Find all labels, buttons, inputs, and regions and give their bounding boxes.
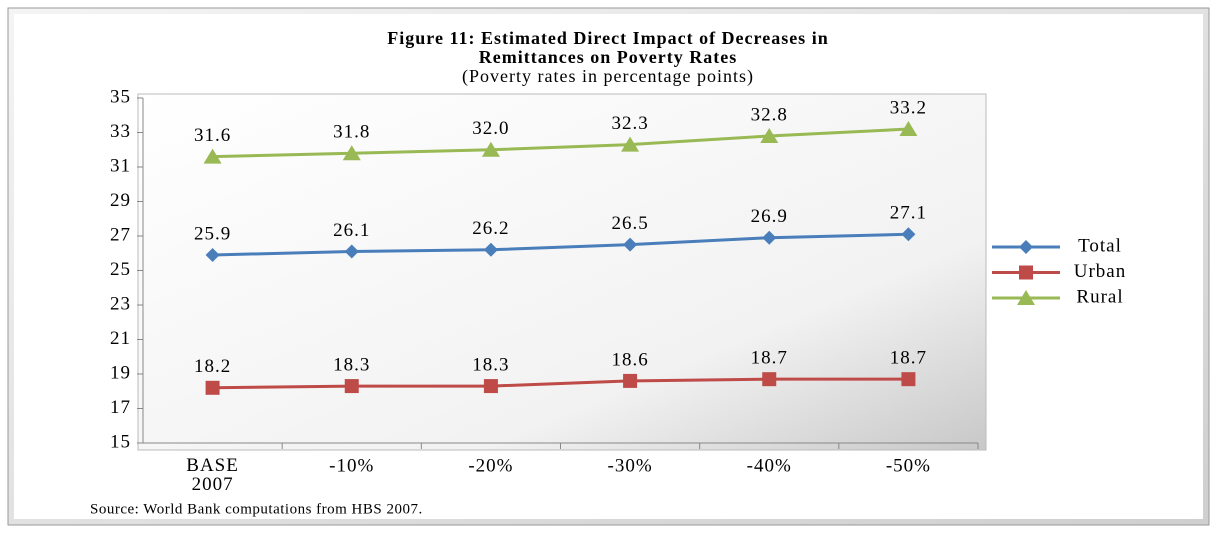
series-line: [212, 127, 909, 159]
data-point: [344, 379, 359, 394]
data-point: [762, 372, 777, 387]
data-point: [483, 242, 498, 257]
x-tick-label: -30%: [608, 455, 653, 476]
chart-title: Remittances on Poverty Rates: [479, 47, 737, 67]
data-label: 32.8: [751, 104, 788, 125]
legend-label: Urban: [1074, 261, 1126, 282]
data-point: [342, 145, 361, 161]
data-point: [762, 230, 777, 245]
data-label: 18.3: [472, 354, 509, 375]
data-point: [901, 372, 916, 387]
data-label: 32.0: [472, 118, 509, 139]
data-point: [481, 141, 500, 157]
data-label: 32.3: [611, 113, 648, 134]
data-point: [483, 379, 498, 394]
data-label: 18.6: [611, 349, 648, 370]
series-line: [212, 377, 909, 390]
data-point: [899, 121, 918, 137]
data-label: 26.2: [472, 218, 509, 239]
data-point: [621, 136, 640, 152]
y-tick-label: 15: [110, 431, 131, 452]
data-label: 31.8: [333, 122, 370, 143]
legend-label: Total: [1078, 235, 1122, 256]
y-tick-label: 25: [110, 259, 131, 280]
y-tick-label: 17: [110, 397, 131, 418]
data-label: 27.1: [890, 203, 927, 224]
data-label: 26.1: [333, 220, 370, 241]
chart-title: Figure 11: Estimated Direct Impact of De…: [387, 28, 828, 48]
data-label: 26.9: [751, 206, 788, 227]
data-point: [344, 244, 359, 259]
legend-label: Rural: [1076, 286, 1123, 307]
x-tick-label: -20%: [468, 455, 513, 476]
y-tick-label: 23: [110, 293, 131, 314]
series-line: [212, 232, 909, 257]
source-note: Source: World Bank computations from HBS…: [90, 501, 423, 517]
y-tick-label: 21: [110, 328, 131, 349]
plot-area: [137, 93, 987, 451]
data-point: [203, 148, 222, 164]
x-tick-label: -10%: [329, 455, 374, 476]
data-point: [623, 373, 638, 388]
x-tick-label: -40%: [747, 455, 792, 476]
data-point: [760, 127, 779, 143]
legend-marker: [1017, 290, 1035, 305]
data-label: 18.7: [890, 348, 927, 369]
legend-marker: [1019, 240, 1033, 254]
chart-subtitle: (Poverty rates in percentage points): [462, 66, 754, 87]
data-label: 18.2: [194, 356, 231, 377]
data-label: 31.6: [194, 125, 231, 146]
data-point: [623, 237, 638, 252]
data-point: [205, 247, 220, 262]
y-tick-label: 35: [110, 86, 131, 107]
data-label: 18.3: [333, 354, 370, 375]
y-tick-label: 29: [110, 190, 131, 211]
data-point: [901, 227, 916, 242]
data-label: 33.2: [890, 97, 927, 118]
y-tick-label: 33: [110, 121, 131, 142]
y-tick-label: 31: [110, 155, 131, 176]
data-label: 25.9: [194, 223, 231, 244]
y-tick-label: 27: [110, 224, 131, 245]
data-point: [205, 380, 220, 395]
x-tick-label: -50%: [886, 455, 931, 476]
y-tick-label: 19: [110, 362, 131, 383]
data-label: 18.7: [751, 348, 788, 369]
legend-marker: [1019, 265, 1033, 280]
x-tick-label: BASE 2007: [186, 455, 239, 495]
data-label: 26.5: [611, 213, 648, 234]
